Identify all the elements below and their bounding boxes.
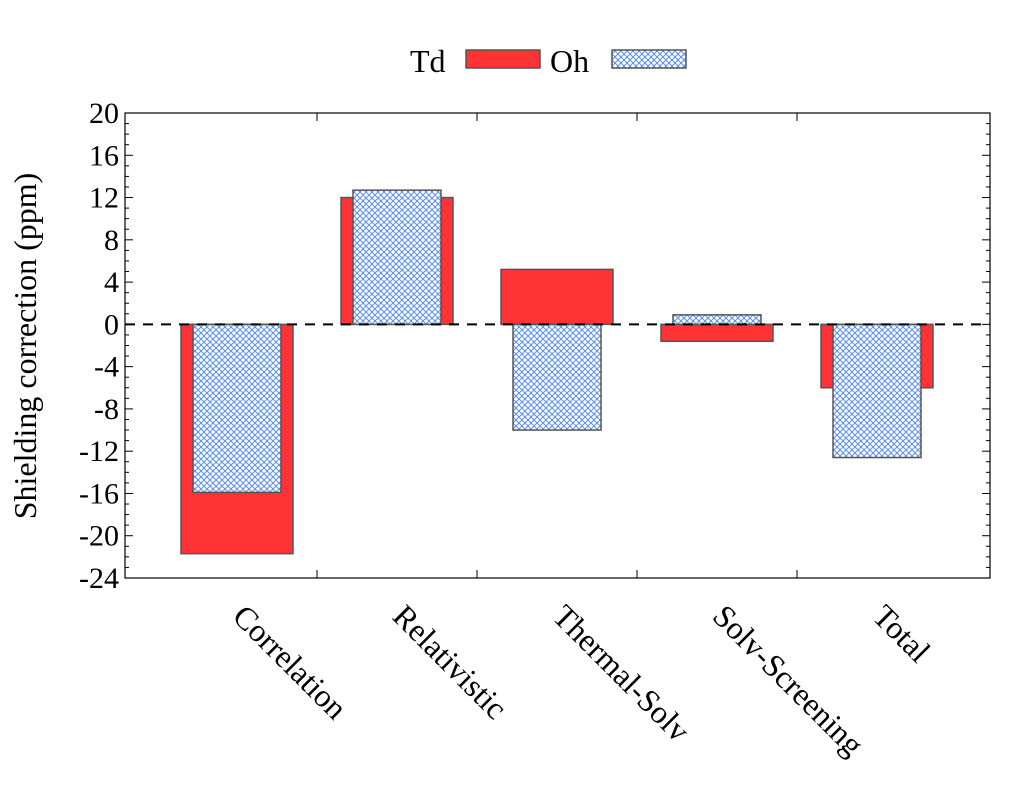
bar-oh-correlation (192, 323, 282, 494)
y-tick-label: 0 (104, 308, 119, 341)
bar-td-thermal-solv (500, 268, 614, 326)
legend-label-td: Td (410, 43, 446, 79)
y-tick-label: 20 (89, 97, 119, 130)
legend: Td Oh (410, 43, 687, 79)
y-tick-label: -24 (79, 562, 119, 595)
bar-oh-total (832, 323, 922, 459)
y-tick-label: 8 (104, 224, 119, 257)
y-tick-label: 12 (89, 182, 119, 215)
legend-swatch-oh (611, 49, 687, 69)
y-tick-label: 16 (89, 139, 119, 172)
bar-oh-solv-screening (672, 314, 762, 326)
y-tick-label: -4 (94, 351, 119, 384)
bar-td-solv-screening (660, 323, 774, 343)
x-category-label: Thermal-Solv (546, 597, 697, 748)
bar-oh-relativistic (352, 189, 442, 326)
x-category-label: Solv-Screening (706, 597, 871, 762)
x-category-label: Correlation (226, 597, 355, 726)
x-category-label: Relativistic (386, 597, 515, 726)
legend-label-oh: Oh (550, 43, 589, 79)
plot-area: 20 16 12 8 4 0 -4 -8 -12 -16 -20 -24 Correlation Rela… (79, 97, 991, 762)
y-tick-label: -12 (79, 435, 119, 468)
legend-swatch-td (465, 49, 541, 69)
y-tick-label: -8 (94, 393, 119, 426)
y-tick-label: -16 (79, 477, 119, 510)
bar-oh-thermal-solv (512, 323, 602, 431)
y-tick-label: -20 (79, 520, 119, 553)
y-axis-title: Shielding correction (ppm) (7, 173, 43, 520)
x-category-label: Total (866, 597, 938, 669)
y-tick-label: 4 (104, 266, 119, 299)
